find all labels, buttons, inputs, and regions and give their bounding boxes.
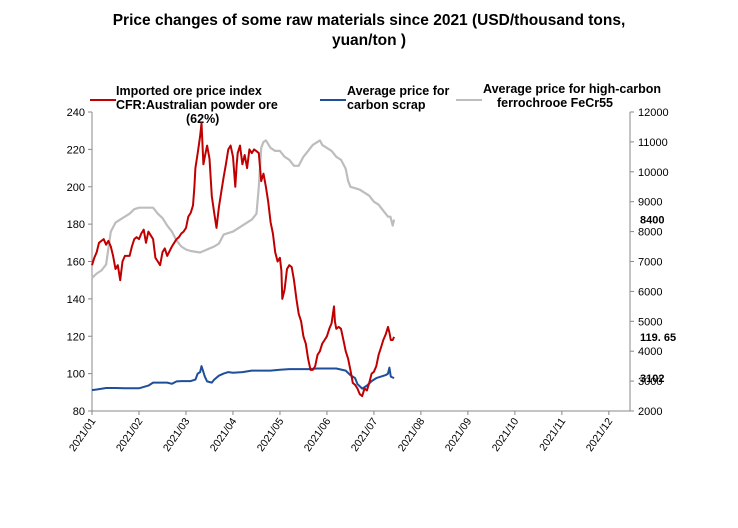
legend-label-ore: Imported ore price index CFR:Australian … (116, 84, 278, 126)
x-axis-tick-label: 2021/07 (349, 416, 381, 454)
x-axis-tick-label: 2021/04 (208, 416, 240, 454)
chart-title-line-2: yuan/ton ) (331, 32, 407, 49)
chart-title: Price changes of some raw materials sinc… (0, 11, 738, 51)
end-label-ore: 119. 65 (640, 332, 676, 344)
legend-label-scrap: Average price for carbon scrap (347, 84, 449, 112)
x-axis-tick-label: 2021/01 (67, 416, 99, 454)
left-axis-tick-label: 80 (73, 406, 85, 418)
right-axis-tick-label: 8000 (638, 227, 662, 239)
left-axis-tick-label: 120 (67, 331, 85, 343)
legend-label-ore-line-1: Imported ore price index (116, 84, 262, 98)
right-axis-tick-label: 12000 (638, 107, 669, 119)
legend-swatch-ferro (456, 99, 482, 101)
left-axis-tick-label: 140 (67, 294, 85, 306)
x-axis-tick-label: 2021/09 (443, 416, 475, 454)
left-axis-tick-label: 100 (67, 369, 85, 381)
legend-label-scrap-line-2: carbon scrap (347, 98, 426, 112)
end-label-ferro: 8400 (640, 215, 664, 227)
left-axis-tick-label: 220 (67, 144, 85, 156)
left-axis-tick-label: 180 (67, 219, 85, 231)
legend-swatch-scrap (320, 99, 346, 101)
legend-label-ore-line-2: CFR:Australian powder ore (116, 98, 278, 112)
series-line-scrap (91, 365, 395, 392)
legend-label-ferro-line-1: Average price for high-carbon (483, 82, 662, 96)
legend-label-scrap-line-1: Average price for (347, 84, 450, 98)
left-axis-tick-label: 240 (67, 107, 85, 119)
x-axis-tick-label: 2021/06 (302, 416, 334, 454)
chart-title-line-1: Price changes of some raw materials sinc… (112, 12, 626, 29)
x-axis-tick-label: 2021/11 (537, 416, 568, 453)
right-axis-tick-label: 10000 (638, 167, 669, 179)
right-axis-tick-label: 4000 (638, 346, 662, 358)
left-axis-tick-label: 200 (67, 182, 85, 194)
legend-swatch-ore (90, 99, 116, 101)
x-axis-tick-label: 2021/12 (584, 416, 616, 454)
series-line-ore (91, 122, 396, 398)
right-axis-tick-label: 9000 (638, 197, 662, 209)
x-axis-tick-label: 2021/05 (255, 416, 287, 454)
legend-label-ferro-line-2: ferrochrooe FeCr55 (497, 96, 614, 110)
right-axis-tick-label: 3000 (638, 376, 662, 388)
x-axis-tick-label: 2021/10 (490, 416, 522, 454)
x-axis-tick-label: 2021/03 (161, 416, 193, 454)
legend-label-ferro: Average price for high-carbon ferrochroo… (483, 82, 661, 110)
x-axis-tick-label: 2021/02 (114, 416, 146, 454)
right-axis-tick-label: 7000 (638, 257, 662, 269)
left-axis-tick-label: 160 (67, 257, 85, 269)
end-label-scrap: 3102 (640, 373, 664, 385)
right-axis-tick-label: 5000 (638, 316, 662, 328)
x-axis-tick-label: 2021/08 (396, 416, 428, 454)
right-axis-tick-label: 11000 (638, 137, 668, 149)
legend-label-ore-line-3: (62%) (186, 112, 220, 126)
right-axis-tick-label: 6000 (638, 286, 662, 298)
right-axis-tick-label: 2000 (638, 406, 662, 418)
series-line-ferro (91, 139, 396, 279)
